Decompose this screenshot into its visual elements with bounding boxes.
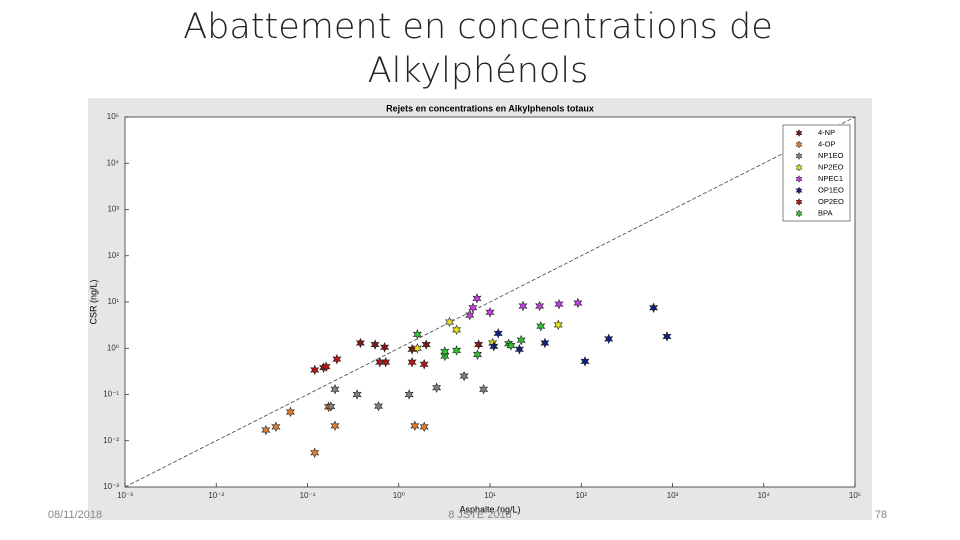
legend-label: NP1EO — [818, 151, 844, 160]
y-tick-label: 10⁻³ — [103, 482, 119, 491]
point — [380, 342, 390, 353]
point — [310, 364, 320, 376]
x-axis-label: Asphalte (ng/L) — [459, 504, 520, 514]
x-tick-label: 10¹ — [484, 491, 496, 500]
point — [261, 424, 271, 436]
point — [326, 401, 336, 412]
point — [554, 298, 564, 310]
point — [381, 356, 391, 368]
legend-marker — [795, 128, 803, 138]
point — [412, 343, 422, 354]
footer-text: 8 JSTE 2018 — [448, 509, 512, 521]
point — [330, 383, 340, 395]
x-tick-label: 10³ — [667, 491, 679, 500]
footer-date: 08/11/2018 — [48, 509, 102, 521]
point — [518, 300, 528, 312]
slide-title: Alkylphénols — [368, 51, 589, 91]
point — [459, 370, 469, 382]
point — [535, 300, 545, 312]
legend-label: NP2EO — [818, 162, 844, 171]
x-tick-label: 10⁻² — [208, 491, 224, 500]
x-tick-label: 10⁰ — [393, 491, 405, 500]
point — [485, 307, 495, 318]
point — [465, 309, 475, 321]
y-tick-label: 10⁵ — [107, 112, 119, 121]
point — [604, 333, 614, 345]
x-tick-label: 10⁴ — [758, 491, 771, 500]
legend-label: 4-OP — [818, 139, 836, 148]
point — [373, 400, 384, 412]
point — [553, 319, 563, 331]
legend-marker — [795, 140, 803, 149]
legend-label: OP1EO — [818, 185, 844, 194]
point — [493, 328, 503, 339]
point — [472, 293, 482, 304]
legend-label: OP2EO — [818, 197, 844, 206]
x-tick-label: 10⁻¹ — [300, 491, 316, 500]
point — [580, 356, 590, 367]
slide-title: Abattement en concentrations de — [183, 7, 773, 47]
point — [468, 302, 478, 314]
page-number: 78 — [875, 509, 887, 521]
point — [310, 447, 320, 459]
point — [271, 421, 281, 433]
point — [479, 383, 489, 395]
point — [662, 331, 672, 342]
point — [472, 349, 483, 360]
legend-marker — [795, 151, 803, 161]
point — [419, 421, 429, 433]
point — [355, 337, 365, 349]
point — [419, 359, 429, 370]
point — [410, 420, 420, 432]
point — [514, 344, 524, 355]
point — [444, 316, 455, 328]
point — [370, 339, 380, 350]
point — [516, 334, 526, 346]
point — [573, 297, 583, 309]
point — [407, 356, 417, 368]
point — [440, 346, 450, 357]
point — [321, 361, 331, 372]
point — [452, 324, 462, 336]
legend-marker — [795, 163, 803, 172]
x-tick-label: 10⁵ — [849, 491, 861, 500]
x-tick-label: 10⁻³ — [117, 491, 133, 500]
point — [540, 337, 550, 349]
legend-marker — [795, 174, 803, 184]
point — [332, 353, 342, 365]
y-tick-label: 10⁻¹ — [103, 390, 119, 399]
point — [489, 341, 499, 352]
point — [506, 340, 516, 351]
point — [649, 302, 659, 314]
y-tick-label: 10² — [107, 251, 119, 260]
point — [432, 382, 442, 393]
chart-title: Rejets en concentrations en Alkylphenols… — [386, 103, 594, 113]
point — [352, 389, 362, 400]
legend-marker — [795, 186, 803, 195]
x-tick-label: 10² — [575, 491, 587, 500]
point — [452, 345, 462, 356]
point — [412, 329, 422, 340]
point — [421, 339, 431, 350]
point — [536, 320, 546, 332]
legend-label: BPA — [818, 208, 832, 217]
legend-box — [782, 124, 851, 222]
reference-line — [124, 116, 856, 488]
point — [285, 406, 295, 418]
legend-label: 4-NP — [818, 128, 835, 137]
point — [404, 389, 414, 400]
point — [330, 420, 340, 432]
y-tick-label: 10³ — [107, 205, 119, 214]
legend-label: NPEC1 — [818, 174, 843, 183]
y-tick-label: 10⁴ — [107, 158, 120, 167]
y-tick-label: 10⁰ — [107, 343, 119, 352]
point — [474, 339, 484, 350]
y-axis-label: CSR (ng/L) — [88, 279, 98, 324]
y-tick-label: 10⁻² — [103, 436, 119, 445]
y-tick-label: 10¹ — [107, 297, 119, 306]
legend-marker — [795, 209, 803, 218]
legend-marker — [795, 197, 803, 207]
